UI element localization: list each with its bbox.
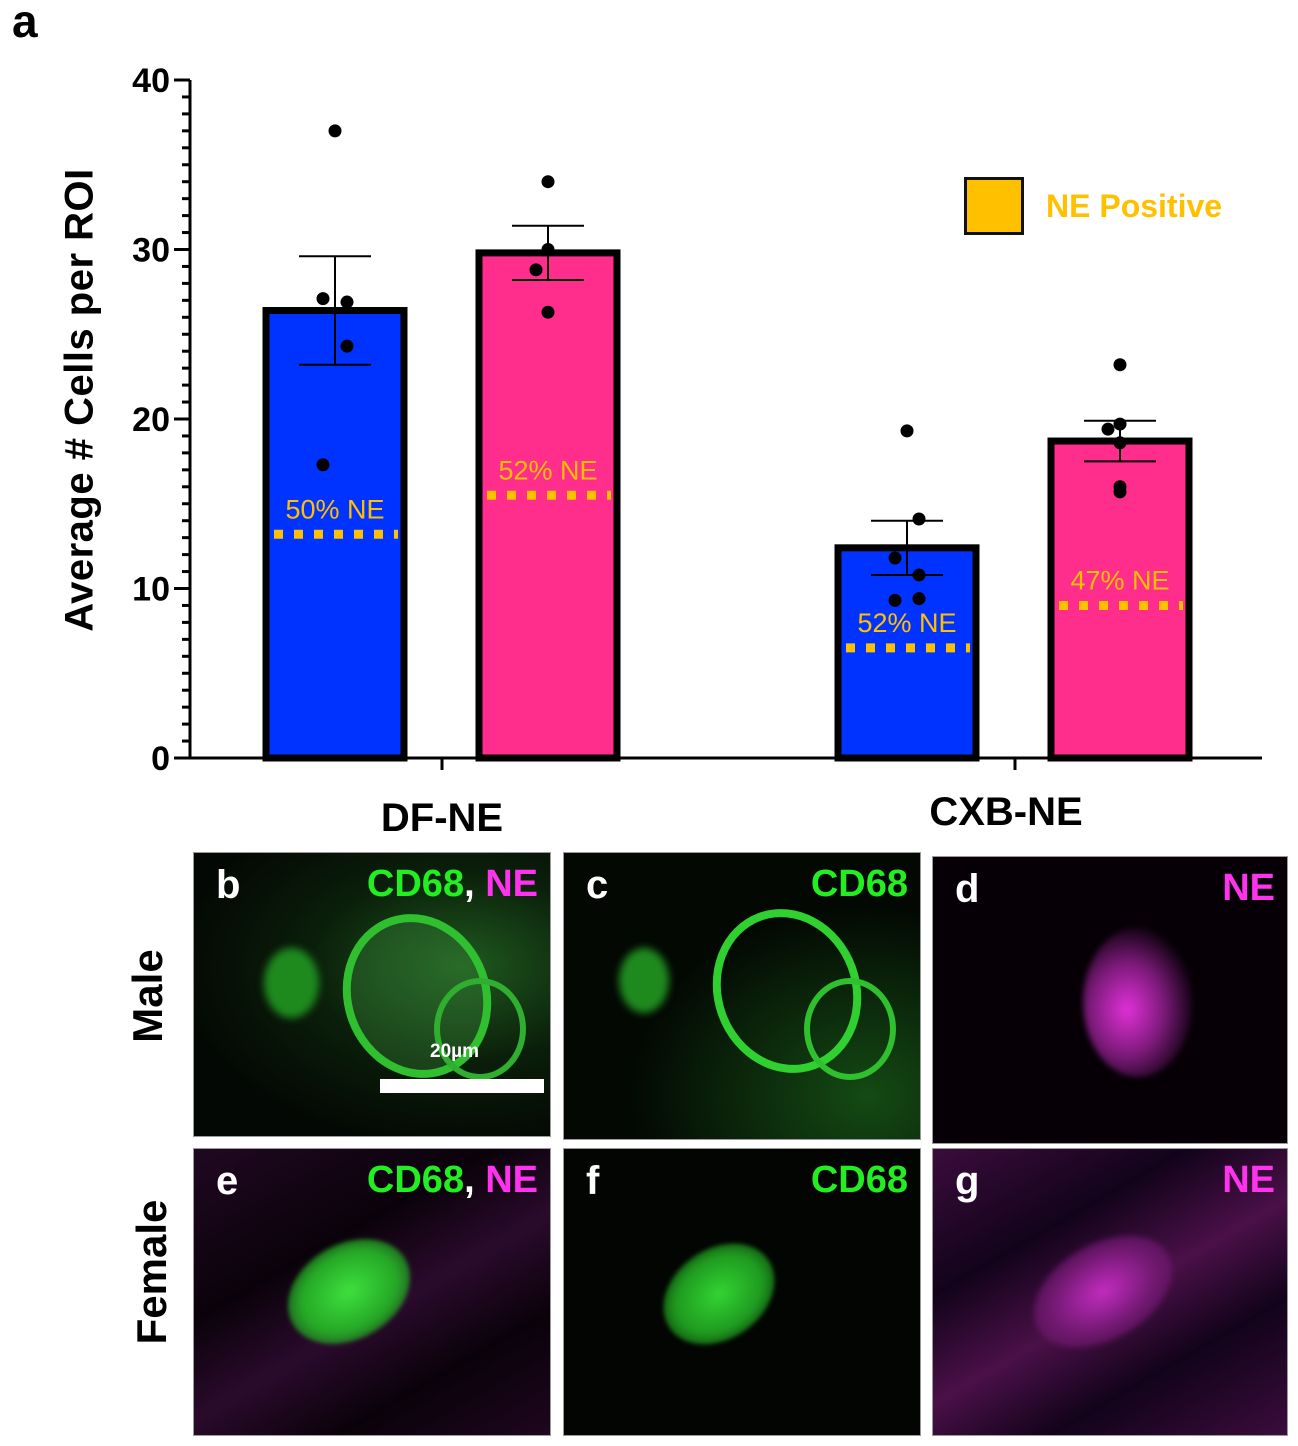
ne-percent-label: 52% NE (857, 608, 956, 638)
data-point (541, 305, 555, 319)
cell-blob (644, 1222, 794, 1366)
data-point (900, 424, 914, 438)
data-point (888, 551, 902, 565)
cell-blob (268, 1217, 430, 1366)
micrograph-b: b CD68, NE 20µm (193, 852, 551, 1137)
bar-male (834, 544, 980, 762)
channel-label: CD68, NE (366, 863, 538, 905)
y-tick-label: 30 (132, 232, 170, 270)
legend-swatch-ne-positive (964, 177, 1024, 235)
x-category-cxb-ne: CXB-NE (929, 790, 1083, 834)
channel-label: CD68, NE (366, 1159, 538, 1201)
micrograph-d: d NE (932, 856, 1288, 1144)
data-point (529, 263, 543, 277)
data-point (888, 593, 902, 607)
cell-outline (804, 978, 896, 1080)
x-category-df-ne: DF-NE (380, 796, 504, 840)
panel-letter: d (955, 867, 980, 911)
panel-letter: c (586, 863, 609, 907)
row-label-male: Male (124, 949, 171, 1043)
micrograph-g: g NE (932, 1148, 1288, 1436)
micrograph-e: e CD68, NE (193, 1148, 551, 1436)
ne-percent-label: 47% NE (1070, 565, 1169, 595)
panel-letter: e (216, 1159, 239, 1203)
y-tick-label: 10 (132, 571, 170, 609)
legend: NE Positive (964, 177, 1222, 235)
ne-signal (1014, 1212, 1192, 1371)
y-tick-label: 40 (132, 62, 170, 100)
legend-label: NE Positive (1046, 187, 1223, 224)
row-label-female: Female (128, 1199, 175, 1345)
data-point (1101, 422, 1115, 436)
data-point (340, 295, 354, 309)
ne-signal (1083, 927, 1193, 1077)
micrograph-f: f CD68 (563, 1148, 921, 1436)
channel-label: CD68 (810, 1159, 908, 1201)
data-point (912, 512, 926, 526)
cell-blob (619, 948, 669, 1013)
data-point (1113, 480, 1127, 494)
data-point (1113, 417, 1127, 431)
data-point (541, 175, 555, 189)
panel-letter: b (216, 863, 241, 907)
data-point (1113, 358, 1127, 372)
y-tick-label: 0 (151, 740, 170, 778)
panel-letter-a: a (12, 0, 38, 47)
scale-bar (380, 1079, 544, 1093)
ne-percent-label: 50% NE (285, 494, 384, 524)
cell-blob (264, 948, 319, 1018)
bar-female (475, 249, 621, 762)
micrograph-c: c CD68 (563, 852, 921, 1140)
channel-label: CD68 (810, 863, 908, 905)
bar-chart: 0 10 20 30 40 50% NE 52% NE 52% NE 47% NE (132, 62, 1262, 778)
data-point (912, 568, 926, 582)
channel-label: NE (1222, 1159, 1275, 1201)
panel-letter: f (586, 1159, 600, 1203)
panel-letter: g (955, 1159, 980, 1203)
cell-outline (434, 978, 526, 1080)
data-point (541, 243, 555, 256)
data-point (1113, 436, 1127, 450)
y-tick-label: 20 (132, 401, 170, 439)
data-point (316, 458, 330, 472)
scale-bar-label: 20µm (430, 1041, 479, 1062)
data-point (340, 339, 354, 353)
data-point (316, 292, 330, 306)
ne-percent-label: 52% NE (498, 455, 597, 485)
channel-label: NE (1222, 867, 1275, 909)
data-point (912, 592, 926, 606)
data-point (328, 124, 342, 138)
